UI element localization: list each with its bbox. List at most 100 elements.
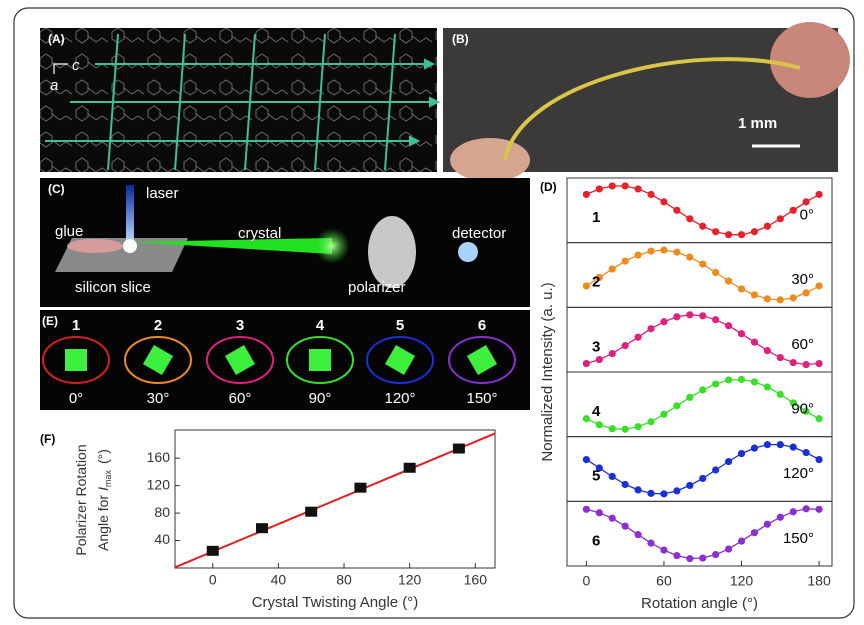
point xyxy=(660,198,667,205)
point xyxy=(764,441,771,448)
point xyxy=(815,456,822,463)
point xyxy=(815,191,822,198)
point xyxy=(686,394,693,401)
panel-label: (C) xyxy=(48,182,65,196)
point xyxy=(751,445,758,452)
point xyxy=(596,509,603,516)
point xyxy=(777,296,784,303)
point xyxy=(712,228,719,235)
label: polarizer xyxy=(348,279,406,296)
point xyxy=(777,354,784,361)
point xyxy=(815,506,822,513)
point xyxy=(673,313,680,320)
point xyxy=(790,359,797,366)
point xyxy=(660,411,667,418)
point xyxy=(803,361,810,368)
y-tick-label: 160 xyxy=(147,449,171,465)
annotation: 60° xyxy=(791,336,814,353)
x-tick-label: 160 xyxy=(464,572,488,588)
point xyxy=(699,260,706,267)
point xyxy=(622,257,629,264)
legend-label: 1 xyxy=(592,209,600,226)
number: 6 xyxy=(478,317,486,334)
point xyxy=(790,207,797,214)
y-tick-label: 40 xyxy=(154,531,170,547)
angle: 0° xyxy=(69,390,83,407)
point xyxy=(622,426,629,433)
point xyxy=(634,185,641,192)
label: silicon slice xyxy=(75,279,151,296)
point xyxy=(596,185,603,192)
point xyxy=(686,311,693,318)
x-tick-label: 60 xyxy=(656,573,672,589)
point xyxy=(764,383,771,390)
point xyxy=(738,538,745,545)
point xyxy=(622,342,629,349)
point xyxy=(686,482,693,489)
x-tick-label: 40 xyxy=(271,572,287,588)
point xyxy=(777,514,784,521)
point xyxy=(647,490,654,497)
number: 1 xyxy=(72,317,80,334)
y-label-text: Angle for xyxy=(95,495,111,551)
point xyxy=(699,312,706,319)
legend-label: 2 xyxy=(592,274,600,291)
legend-label: 4 xyxy=(592,403,601,420)
x-axis-label: Crystal Twisting Angle (°) xyxy=(252,594,419,611)
scale-label: 1 mm xyxy=(738,115,777,132)
panel-b: (B) 1 mm xyxy=(443,22,850,182)
panel-label: (D) xyxy=(540,180,557,194)
x-tick-label: 0 xyxy=(582,573,590,589)
point xyxy=(609,425,616,432)
point xyxy=(609,473,616,480)
point xyxy=(453,444,465,454)
point xyxy=(699,475,706,482)
angle: 60° xyxy=(229,390,252,407)
point xyxy=(622,481,629,488)
point xyxy=(725,231,732,238)
annotation: 120° xyxy=(783,465,814,482)
point xyxy=(738,376,745,383)
point xyxy=(725,458,732,465)
point xyxy=(634,486,641,493)
point xyxy=(583,506,590,513)
point xyxy=(751,529,758,536)
number: 3 xyxy=(236,317,244,334)
point xyxy=(725,277,732,284)
curve xyxy=(586,315,819,365)
point xyxy=(622,523,629,530)
point xyxy=(738,231,745,238)
curve xyxy=(586,250,819,300)
point xyxy=(686,555,693,562)
point xyxy=(673,487,680,494)
angle: 120° xyxy=(384,390,415,407)
annotation: 30° xyxy=(791,271,814,288)
point xyxy=(583,415,590,422)
point xyxy=(609,265,616,272)
y-label-line: Polarizer Rotation xyxy=(73,444,89,555)
point xyxy=(803,198,810,205)
point xyxy=(207,546,219,556)
point xyxy=(634,252,641,259)
point xyxy=(583,282,590,289)
point xyxy=(634,531,641,538)
point xyxy=(583,456,590,463)
point xyxy=(751,228,758,235)
point xyxy=(609,182,616,189)
panel-label: (B) xyxy=(452,32,469,46)
label: laser xyxy=(146,185,179,202)
point xyxy=(647,248,654,255)
y-axis-label: Polarizer RotationAngle forImax(°) xyxy=(73,444,114,555)
legend-label: 5 xyxy=(592,468,600,485)
point xyxy=(354,483,366,493)
label: detector xyxy=(452,225,506,242)
point xyxy=(712,466,719,473)
point xyxy=(712,551,719,558)
point xyxy=(790,508,797,515)
number: 4 xyxy=(316,317,325,334)
angle: 150° xyxy=(466,390,497,407)
x-tick-label: 120 xyxy=(398,572,422,588)
point xyxy=(699,386,706,393)
angle: 90° xyxy=(309,390,332,407)
point xyxy=(738,285,745,292)
